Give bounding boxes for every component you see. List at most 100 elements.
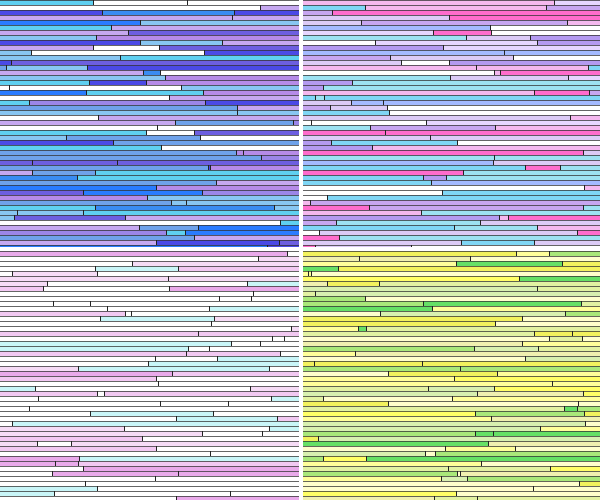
stripe-segment: [303, 15, 449, 20]
stripe-segment: [142, 436, 299, 441]
stripe-segment: [537, 225, 600, 230]
stripe-segment: [461, 240, 534, 245]
stripe-segment: [303, 155, 494, 160]
stripe-segment: [0, 446, 156, 451]
stripe-segment: [456, 261, 562, 266]
stripe-segment: [303, 80, 352, 85]
stripe-segment: [475, 411, 584, 416]
stripe-segment: [31, 50, 204, 55]
stripe-segment: [303, 351, 355, 356]
stripe-segment: [0, 155, 261, 160]
stripe-segment: [0, 266, 95, 271]
stripe-segment: [303, 426, 540, 431]
stripe-segment: [178, 471, 299, 476]
stripe-segment: [0, 10, 102, 15]
stripe-segment: [355, 351, 600, 356]
stripe-segment: [303, 95, 315, 100]
bottom-left-panel: [0, 251, 299, 500]
stripe-segment: [37, 441, 71, 446]
stripe-segment: [0, 401, 160, 406]
stripe-segment: [303, 115, 570, 120]
stripe-segment: [577, 406, 600, 411]
stripe-segment: [515, 446, 600, 451]
stripe-segment: [210, 165, 299, 170]
stripe-segment: [217, 356, 299, 361]
stripe-segment: [12, 421, 299, 426]
stripe-segment: [494, 386, 600, 391]
stripe-segment: [155, 476, 299, 481]
stripe-segment: [0, 411, 90, 416]
stripe-segment: [0, 361, 148, 366]
stripe-segment: [102, 10, 234, 15]
stripe-segment: [562, 261, 600, 266]
stripe-segment: [537, 40, 600, 45]
stripe-segment: [315, 95, 324, 100]
stripe-segment: [43, 286, 169, 291]
stripe-segment: [117, 160, 299, 165]
stripe-segment: [383, 100, 600, 105]
stripe-segment: [0, 276, 168, 281]
stripe-segment: [303, 331, 534, 336]
stripe-segment: [230, 491, 299, 496]
stripe-segment: [303, 0, 554, 5]
stripe-segment: [522, 316, 600, 321]
stripe-segment: [158, 381, 299, 386]
stripe-segment: [583, 205, 600, 210]
stripe-segment: [202, 431, 262, 436]
stripe-segment: [0, 456, 79, 461]
stripe-segment: [319, 230, 577, 235]
stripe-segment: [0, 20, 140, 25]
stripe-segment: [442, 190, 600, 195]
stripe-segment: [303, 230, 319, 235]
stripe-segment: [228, 401, 299, 406]
stripe-segment: [519, 276, 600, 281]
stripe-segment: [303, 286, 537, 291]
stripe-segment: [0, 436, 142, 441]
stripe-segment: [148, 361, 299, 366]
stripe-segment: [0, 441, 37, 446]
stripe-segment: [209, 306, 299, 311]
stripe-segment: [140, 40, 222, 45]
stripe-segment: [97, 271, 299, 276]
stripe-segment: [493, 160, 600, 165]
stripe-segment: [303, 446, 445, 451]
stripe-segment: [431, 180, 600, 185]
stripe-segment: [324, 95, 600, 100]
stripe-segment: [446, 175, 600, 180]
stripe-segment: [310, 200, 600, 205]
stripe-segment: [303, 75, 450, 80]
stripe-segment: [175, 120, 293, 125]
stripe-segment: [477, 496, 600, 500]
stripe-segment: [159, 45, 299, 50]
stripe-segment: [85, 481, 299, 486]
stripe-segment: [366, 456, 600, 461]
stripe-segment: [389, 110, 600, 115]
stripe-segment: [236, 150, 243, 155]
stripe-segment: [516, 251, 549, 256]
stripe-segment: [269, 426, 299, 431]
stripe-segment: [359, 256, 470, 261]
stripe-segment: [303, 306, 432, 311]
stripe-segment: [477, 391, 583, 396]
stripe-segment: [0, 286, 43, 291]
stripe-segment: [425, 451, 435, 456]
stripe-segment: [0, 391, 97, 396]
stripe-segment: [303, 476, 441, 481]
stripe-segment: [351, 100, 383, 105]
stripe-segment: [303, 296, 365, 301]
stripe-segment: [93, 0, 187, 5]
stripe-segment: [411, 245, 600, 247]
stripe-segment: [280, 220, 299, 225]
stripe-segment: [303, 456, 323, 461]
stripe-segment: [0, 291, 253, 296]
stripe-segment: [131, 311, 299, 316]
stripe-segment: [140, 20, 299, 25]
stripe-segment: [457, 140, 600, 145]
top-left-panel: [0, 0, 299, 247]
stripe-segment: [194, 235, 299, 240]
stripe-segment: [491, 416, 600, 421]
stripe-segment: [0, 85, 9, 90]
stripe-segment: [308, 271, 311, 276]
stripe-segment: [564, 406, 577, 411]
stripe-segment: [0, 421, 12, 426]
